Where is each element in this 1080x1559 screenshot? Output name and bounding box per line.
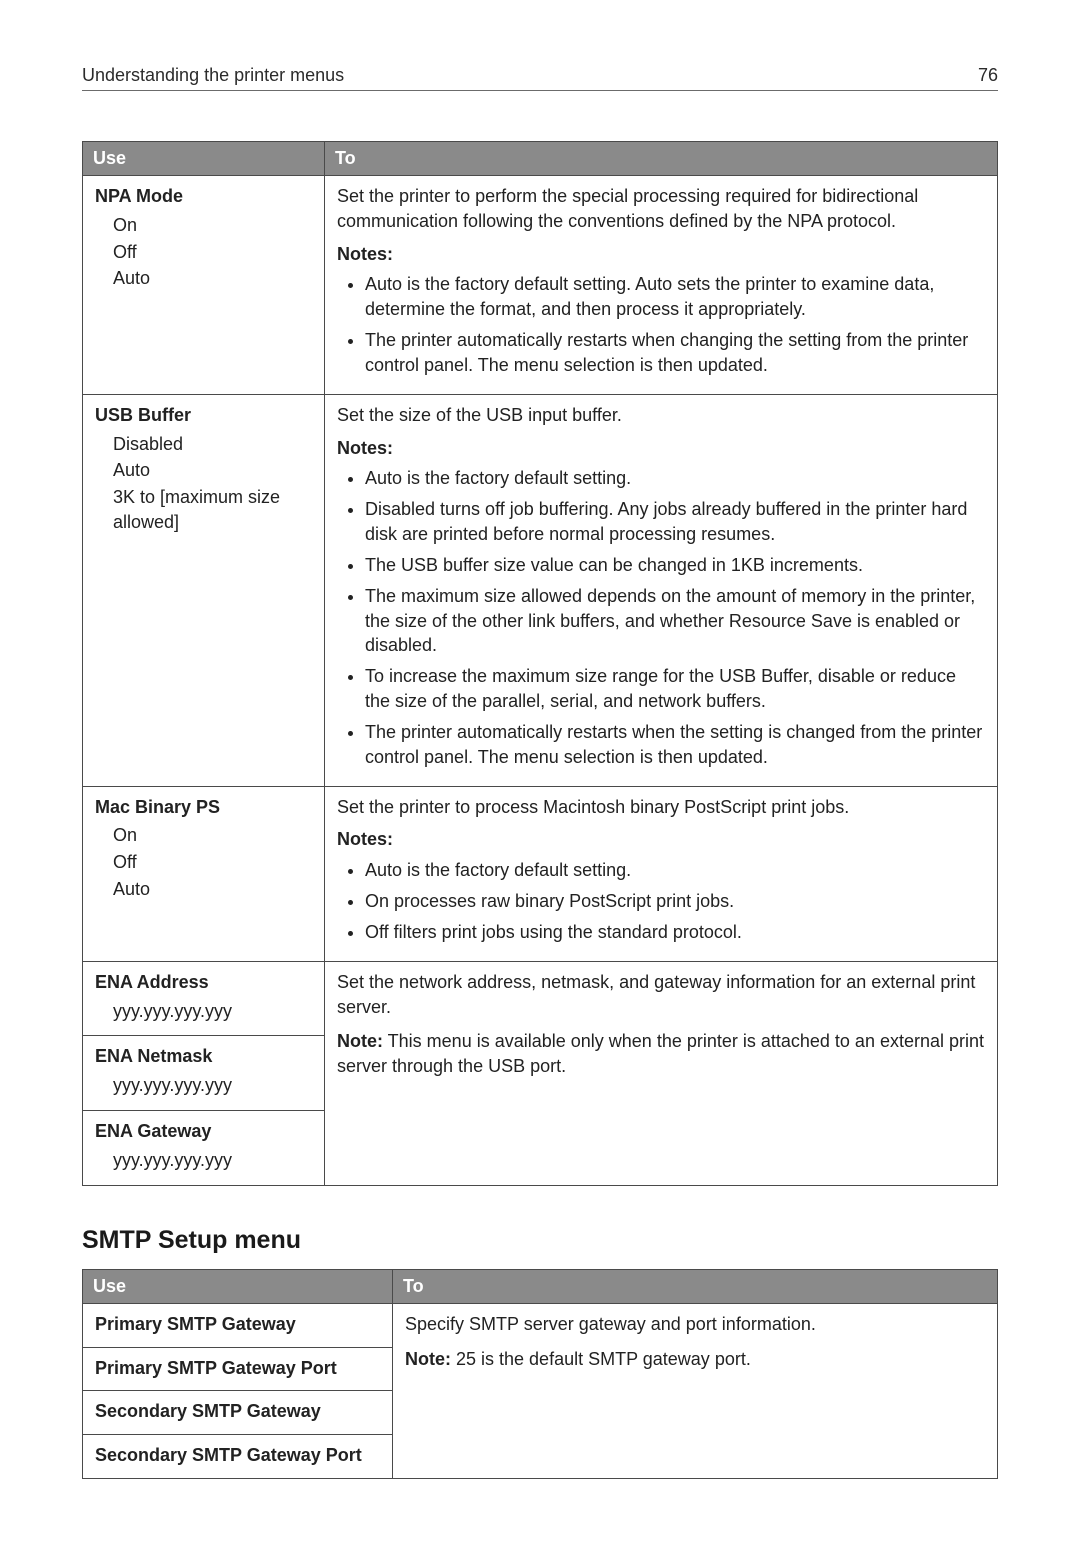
notes-label: Notes: bbox=[337, 827, 985, 852]
note-item: Auto is the factory default setting. bbox=[365, 858, 985, 883]
note-item: On processes raw binary PostScript print… bbox=[365, 889, 985, 914]
setting-description: Set the size of the USB input buffer. bbox=[337, 403, 985, 428]
notes-list: Auto is the factory default setting. On … bbox=[337, 858, 985, 944]
setting-description: Set the network address, netmask, and ga… bbox=[337, 970, 985, 1020]
option: Auto bbox=[113, 458, 312, 483]
note-text: This menu is available only when the pri… bbox=[337, 1031, 984, 1076]
option: yyy.yyy.yyy.yyy bbox=[113, 1148, 312, 1173]
note-item: To increase the maximum size range for t… bbox=[365, 664, 985, 714]
description-cell: Specify SMTP server gateway and port inf… bbox=[393, 1303, 998, 1478]
description-cell: Set the printer to process Macintosh bin… bbox=[325, 786, 998, 961]
setting-cell: ENA Gateway yyy.yyy.yyy.yyy bbox=[83, 1111, 325, 1186]
col-header-to: To bbox=[393, 1269, 998, 1303]
notes-label: Notes: bbox=[337, 436, 985, 461]
page-number: 76 bbox=[978, 65, 998, 86]
option-list: On Off Auto bbox=[95, 213, 312, 291]
table-row: Primary SMTP Gateway Specify SMTP server… bbox=[83, 1303, 998, 1347]
setting-name: ENA Gateway bbox=[95, 1119, 312, 1144]
option-list: yyy.yyy.yyy.yyy bbox=[95, 999, 312, 1024]
notes-list: Auto is the factory default setting. Aut… bbox=[337, 272, 985, 377]
option: Auto bbox=[113, 266, 312, 291]
option-list: yyy.yyy.yyy.yyy bbox=[95, 1148, 312, 1173]
smtp-menu-table: Use To Primary SMTP Gateway Specify SMTP… bbox=[82, 1269, 998, 1479]
setting-cell: Secondary SMTP Gateway bbox=[83, 1391, 393, 1435]
setting-name: Secondary SMTP Gateway bbox=[95, 1401, 321, 1421]
table-header-row: Use To bbox=[83, 142, 998, 176]
note-inline: Note: 25 is the default SMTP gateway por… bbox=[405, 1347, 985, 1372]
table-row: NPA Mode On Off Auto Set the printer to … bbox=[83, 176, 998, 395]
header-rule bbox=[82, 90, 998, 91]
setting-cell: Mac Binary PS On Off Auto bbox=[83, 786, 325, 961]
setting-cell: USB Buffer Disabled Auto 3K to [maximum … bbox=[83, 394, 325, 786]
setting-cell: NPA Mode On Off Auto bbox=[83, 176, 325, 395]
col-header-use: Use bbox=[83, 1269, 393, 1303]
description-cell: Set the network address, netmask, and ga… bbox=[325, 961, 998, 1185]
note-inline: Note: This menu is available only when t… bbox=[337, 1029, 985, 1079]
setting-description: Specify SMTP server gateway and port inf… bbox=[405, 1312, 985, 1337]
notes-label: Notes: bbox=[337, 242, 985, 267]
setting-description: Set the printer to perform the special p… bbox=[337, 184, 985, 234]
option-list: yyy.yyy.yyy.yyy bbox=[95, 1073, 312, 1098]
col-header-to: To bbox=[325, 142, 998, 176]
option: yyy.yyy.yyy.yyy bbox=[113, 999, 312, 1024]
header-title: Understanding the printer menus bbox=[82, 65, 344, 86]
option: yyy.yyy.yyy.yyy bbox=[113, 1073, 312, 1098]
note-bold: Note: bbox=[337, 1031, 383, 1051]
setting-name: ENA Address bbox=[95, 970, 312, 995]
setting-name: USB Buffer bbox=[95, 403, 312, 428]
note-item: The maximum size allowed depends on the … bbox=[365, 584, 985, 658]
setting-description: Set the printer to process Macintosh bin… bbox=[337, 795, 985, 820]
setting-name: Secondary SMTP Gateway Port bbox=[95, 1445, 362, 1465]
usb-menu-table: Use To NPA Mode On Off Auto Set the prin… bbox=[82, 141, 998, 1186]
description-cell: Set the printer to perform the special p… bbox=[325, 176, 998, 395]
setting-name: ENA Netmask bbox=[95, 1044, 312, 1069]
section-heading-smtp: SMTP Setup menu bbox=[82, 1226, 998, 1255]
setting-name: Mac Binary PS bbox=[95, 795, 312, 820]
note-text: 25 is the default SMTP gateway port. bbox=[451, 1349, 751, 1369]
col-header-use: Use bbox=[83, 142, 325, 176]
table-row: Mac Binary PS On Off Auto Set the printe… bbox=[83, 786, 998, 961]
option: Auto bbox=[113, 877, 312, 902]
setting-name: Primary SMTP Gateway Port bbox=[95, 1358, 337, 1378]
running-header: Understanding the printer menus 76 bbox=[82, 65, 998, 86]
note-item: Disabled turns off job buffering. Any jo… bbox=[365, 497, 985, 547]
table-row: USB Buffer Disabled Auto 3K to [maximum … bbox=[83, 394, 998, 786]
option: Disabled bbox=[113, 432, 312, 457]
note-item: Off filters print jobs using the standar… bbox=[365, 920, 985, 945]
notes-list: Auto is the factory default setting. Dis… bbox=[337, 466, 985, 769]
description-cell: Set the size of the USB input buffer. No… bbox=[325, 394, 998, 786]
option-list: Disabled Auto 3K to [maximum size allowe… bbox=[95, 432, 312, 535]
option-list: On Off Auto bbox=[95, 823, 312, 901]
table-header-row: Use To bbox=[83, 1269, 998, 1303]
note-item: Auto is the factory default setting. bbox=[365, 466, 985, 491]
note-item: The printer automatically restarts when … bbox=[365, 328, 985, 378]
note-item: The printer automatically restarts when … bbox=[365, 720, 985, 770]
setting-cell: Secondary SMTP Gateway Port bbox=[83, 1435, 393, 1479]
option: Off bbox=[113, 240, 312, 265]
option: Off bbox=[113, 850, 312, 875]
table-row: ENA Address yyy.yyy.yyy.yyy Set the netw… bbox=[83, 961, 998, 1036]
setting-cell: Primary SMTP Gateway Port bbox=[83, 1347, 393, 1391]
option: On bbox=[113, 213, 312, 238]
document-page: Understanding the printer menus 76 Use T… bbox=[0, 0, 1080, 1559]
note-item: The USB buffer size value can be changed… bbox=[365, 553, 985, 578]
setting-name: Primary SMTP Gateway bbox=[95, 1314, 296, 1334]
setting-cell: ENA Address yyy.yyy.yyy.yyy bbox=[83, 961, 325, 1036]
setting-cell: ENA Netmask yyy.yyy.yyy.yyy bbox=[83, 1036, 325, 1111]
note-item: Auto is the factory default setting. Aut… bbox=[365, 272, 985, 322]
setting-cell: Primary SMTP Gateway bbox=[83, 1303, 393, 1347]
setting-name: NPA Mode bbox=[95, 184, 312, 209]
option: On bbox=[113, 823, 312, 848]
option: 3K to [maximum size allowed] bbox=[113, 485, 312, 535]
note-bold: Note: bbox=[405, 1349, 451, 1369]
